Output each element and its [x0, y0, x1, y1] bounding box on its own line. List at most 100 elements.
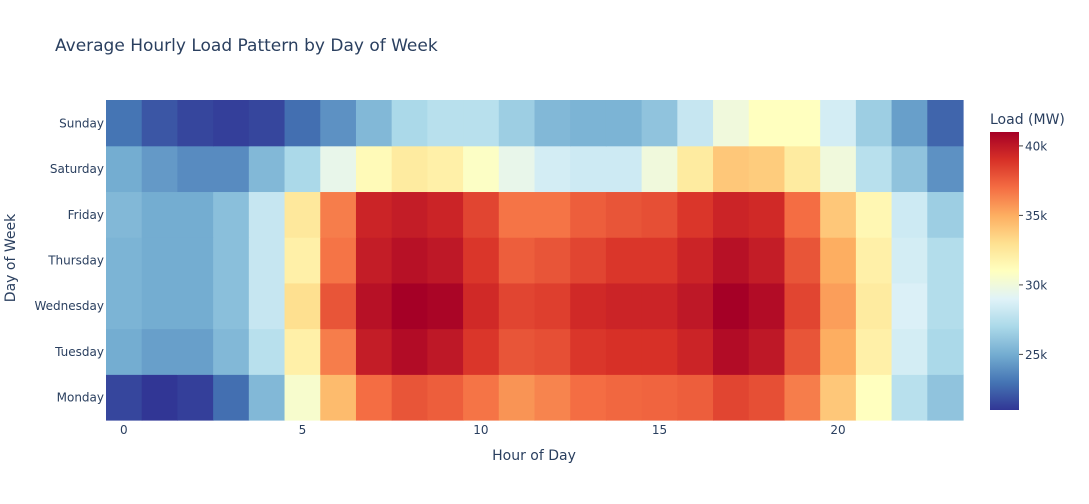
heatmap-cell-saturday-16	[677, 145, 714, 193]
heatmap-cell-sunday-19	[784, 100, 821, 147]
heatmap-cell-sunday-3	[213, 100, 250, 147]
heatmap-cell-tuesday-19	[784, 328, 821, 375]
heatmap-cell-tuesday-13	[570, 328, 607, 375]
heatmap-cell-saturday-11	[498, 145, 536, 193]
heatmap-cell-friday-0	[106, 191, 143, 238]
x-tick-label: 15	[652, 423, 667, 437]
heatmap-cell-friday-10	[463, 191, 500, 238]
heatmap-cell-thursday-6	[320, 237, 357, 284]
heatmap-cell-friday-11	[498, 191, 536, 238]
colorbar	[990, 132, 1019, 410]
x-axis-ticks: 0 5 10 15 20	[120, 423, 846, 437]
heatmap-cell-wednesday-22	[891, 282, 928, 330]
heatmap-cell-thursday-8	[391, 237, 428, 284]
heatmap-cell-wednesday-19	[784, 282, 821, 330]
heatmap-cell-tuesday-5	[284, 328, 321, 375]
heatmap-cell-wednesday-6	[320, 282, 357, 330]
heatmap-cell-wednesday-16	[677, 282, 714, 330]
heatmap-cell-tuesday-3	[213, 328, 250, 375]
heatmap-cell-saturday-10	[463, 145, 500, 193]
heatmap-cell-monday-13	[570, 374, 607, 421]
heatmap-cell-thursday-5	[284, 237, 321, 284]
heatmap-cell-friday-22	[891, 191, 928, 238]
heatmap-cell-wednesday-18	[748, 282, 786, 330]
heatmap-cell-monday-11	[498, 374, 536, 421]
heatmap-cell-sunday-13	[570, 100, 607, 147]
y-tick-label: Monday	[57, 391, 104, 405]
heatmap-cell-thursday-3	[213, 237, 250, 284]
heatmap-cell-sunday-23	[927, 100, 964, 147]
heatmap-cell-wednesday-9	[427, 282, 464, 330]
heatmap-cell-saturday-4	[248, 145, 286, 193]
heatmap-cell-sunday-17	[713, 100, 750, 147]
heatmap-cell-sunday-0	[106, 100, 143, 147]
heatmap-cell-saturday-5	[284, 145, 321, 193]
heatmap-cell-sunday-20	[820, 100, 857, 147]
heatmap-cell-tuesday-10	[463, 328, 500, 375]
y-tick-label: Thursday	[47, 254, 104, 268]
heatmap-cell-sunday-21	[855, 100, 893, 147]
heatmap-cell-thursday-21	[855, 237, 893, 284]
heatmap-cell-friday-2	[177, 191, 214, 238]
heatmap-cell-monday-5	[284, 374, 321, 421]
heatmap-cell-thursday-17	[713, 237, 750, 284]
y-tick-label: Tuesday	[54, 345, 104, 359]
heatmap-cell-thursday-4	[248, 237, 286, 284]
heatmap-cell-friday-9	[427, 191, 464, 238]
heatmap-cell-wednesday-0	[106, 282, 143, 330]
heatmap-cell-monday-21	[855, 374, 893, 421]
heatmap-cell-tuesday-8	[391, 328, 428, 375]
heatmap-cell-thursday-12	[534, 237, 571, 284]
heatmap-cell-saturday-14	[605, 145, 643, 193]
heatmap-cell-monday-3	[213, 374, 250, 421]
heatmap-cell-friday-21	[855, 191, 893, 238]
heatmap-cell-friday-18	[748, 191, 786, 238]
heatmap-cell-saturday-8	[391, 145, 428, 193]
heatmap-cell-monday-16	[677, 374, 714, 421]
heatmap-cell-monday-14	[605, 374, 643, 421]
heatmap-cell-friday-1	[141, 191, 179, 238]
heatmap-cell-saturday-18	[748, 145, 786, 193]
heatmap-cell-friday-20	[820, 191, 857, 238]
heatmap-cell-tuesday-11	[498, 328, 536, 375]
heatmap-cell-thursday-18	[748, 237, 786, 284]
heatmap-cell-tuesday-6	[320, 328, 357, 375]
heatmap-cell-saturday-12	[534, 145, 571, 193]
heatmap-cell-saturday-15	[641, 145, 678, 193]
heatmap-cell-tuesday-14	[605, 328, 643, 375]
colorbar-tick-label: 40k	[1025, 139, 1047, 153]
heatmap-cell-tuesday-16	[677, 328, 714, 375]
heatmap-cell-friday-16	[677, 191, 714, 238]
heatmap-cell-sunday-4	[248, 100, 286, 147]
heatmap-cell-thursday-13	[570, 237, 607, 284]
heatmap-cell-tuesday-9	[427, 328, 464, 375]
colorbar-tick-label: 35k	[1025, 209, 1047, 223]
heatmap-cell-thursday-9	[427, 237, 464, 284]
heatmap-cell-tuesday-2	[177, 328, 214, 375]
heatmap-cell-saturday-20	[820, 145, 857, 193]
colorbar-tick-label: 25k	[1025, 348, 1047, 362]
heatmap-cell-saturday-17	[713, 145, 750, 193]
heatmap-cell-thursday-15	[641, 237, 678, 284]
heatmap-cell-friday-5	[284, 191, 321, 238]
x-tick-label: 5	[299, 423, 307, 437]
x-axis-label: Hour of Day	[492, 448, 576, 464]
heatmap-cell-monday-9	[427, 374, 464, 421]
y-axis-label: Day of Week	[3, 213, 19, 302]
heatmap-cell-saturday-1	[141, 145, 179, 193]
heatmap-cell-sunday-12	[534, 100, 571, 147]
heatmap-cell-saturday-2	[177, 145, 214, 193]
heatmap-cell-monday-0	[106, 374, 143, 421]
heatmap-cell-tuesday-22	[891, 328, 928, 375]
heatmap-cell-tuesday-21	[855, 328, 893, 375]
x-tick-label: 10	[473, 423, 488, 437]
heatmap-cell-tuesday-17	[713, 328, 750, 375]
heatmap-cell-sunday-22	[891, 100, 928, 147]
heatmap-cell-thursday-22	[891, 237, 928, 284]
colorbar-tick-label: 30k	[1025, 278, 1047, 292]
heatmap-cell-friday-19	[784, 191, 821, 238]
x-tick-label: 20	[830, 423, 845, 437]
heatmap-cell-monday-4	[248, 374, 286, 421]
heatmap-cell-monday-17	[713, 374, 750, 421]
